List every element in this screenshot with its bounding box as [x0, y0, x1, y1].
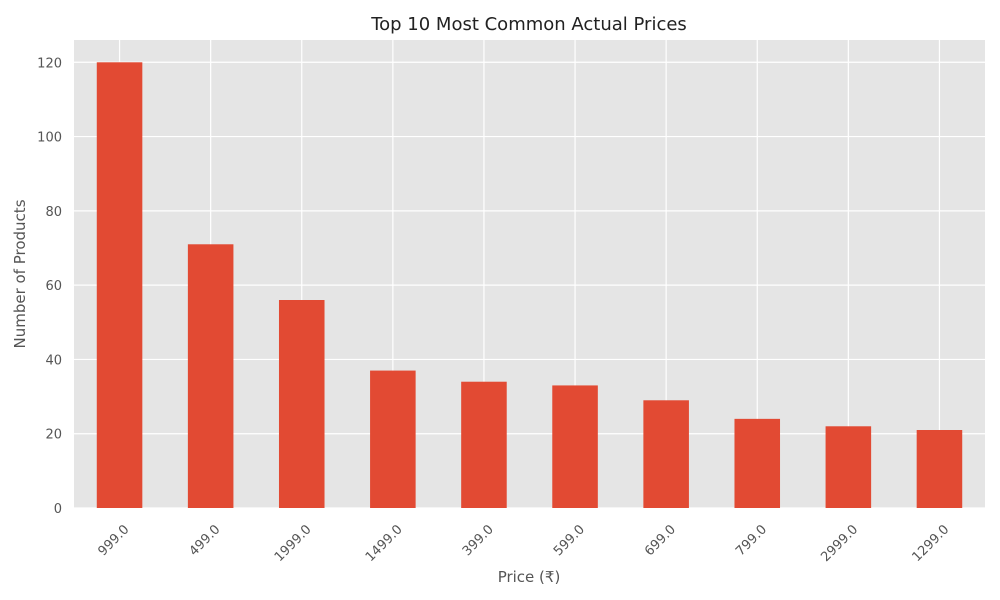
y-tick-label: 80 — [45, 205, 62, 220]
x-tick-label: 999.0 — [95, 522, 132, 559]
x-tick-label: 599.0 — [551, 522, 588, 559]
x-tick-label: 1999.0 — [272, 522, 315, 565]
x-tick-label: 499.0 — [187, 522, 224, 559]
bar-599-0 — [552, 385, 598, 508]
y-tick-label: 20 — [45, 428, 62, 443]
x-tick-label: 1299.0 — [909, 522, 952, 565]
y-tick-label: 0 — [54, 502, 62, 517]
bar-1999-0 — [278, 300, 325, 508]
x-tick-label: 1499.0 — [363, 522, 406, 565]
x-tick-label: 799.0 — [733, 522, 770, 559]
bar-699-0 — [643, 400, 689, 508]
y-tick-label: 100 — [37, 131, 62, 146]
y-axis-label: Number of Products — [11, 199, 29, 348]
bar-1299-0 — [916, 430, 963, 508]
bar-1499-0 — [370, 370, 416, 508]
y-tick-label: 40 — [45, 353, 62, 368]
x-axis-label: Price (₹) — [498, 568, 561, 586]
chart-title: Top 10 Most Common Actual Prices — [370, 14, 687, 35]
bar-2999-0 — [825, 426, 872, 508]
y-tick-label: 60 — [45, 279, 62, 294]
x-tick-label: 699.0 — [642, 522, 679, 559]
y-axis-ticks: 0 20 40 60 80 100 120 — [37, 56, 62, 517]
x-tick-label: 399.0 — [460, 522, 497, 559]
bar-499-0 — [187, 244, 234, 509]
bars — [96, 62, 963, 509]
bar-999-0 — [96, 62, 143, 509]
y-tick-label: 120 — [37, 56, 62, 71]
bar-399-0 — [461, 381, 507, 508]
x-tick-label: 2999.0 — [818, 522, 861, 565]
bar-799-0 — [734, 418, 781, 508]
x-axis-ticks: 999.0 499.0 1999.0 1499.0 399.0 599.0 699.0 799… — [95, 522, 952, 565]
